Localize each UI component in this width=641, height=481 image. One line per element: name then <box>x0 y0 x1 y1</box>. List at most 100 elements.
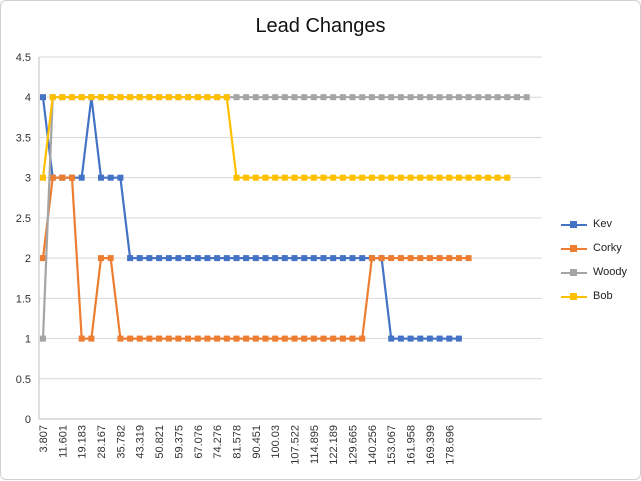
data-point-woody <box>514 94 520 101</box>
data-point-woody <box>388 94 395 101</box>
data-point-kev <box>436 335 443 342</box>
data-point-woody <box>310 94 317 101</box>
y-tick-label: 3.5 <box>16 132 31 144</box>
data-point-kev <box>136 255 143 262</box>
legend-label-bob: Bob <box>593 290 613 302</box>
data-point-bob <box>185 94 192 101</box>
x-tick-label: 50.821 <box>154 425 166 459</box>
data-point-bob <box>378 174 385 181</box>
data-point-kev <box>204 255 211 262</box>
y-tick-label: 0 <box>25 414 31 426</box>
data-point-corky <box>136 335 143 342</box>
x-tick-label: 3.807 <box>38 425 50 453</box>
x-tick-label: 114.895 <box>309 425 321 464</box>
data-point-corky <box>455 255 462 262</box>
data-point-kev <box>214 255 221 262</box>
data-point-bob <box>98 94 104 101</box>
x-tick-label: 169.399 <box>425 425 437 465</box>
data-point-corky <box>107 255 114 262</box>
x-tick-label: 107.522 <box>290 425 302 465</box>
x-tick-label: 161.958 <box>406 425 418 465</box>
data-point-bob <box>69 94 75 101</box>
data-point-corky <box>69 174 75 181</box>
data-point-bob <box>107 94 114 101</box>
data-point-bob <box>272 174 279 181</box>
data-point-kev <box>455 335 462 342</box>
data-point-kev <box>310 255 317 262</box>
data-point-corky <box>417 255 424 262</box>
data-point-woody <box>349 94 356 101</box>
data-point-woody <box>485 94 491 101</box>
data-point-kev <box>175 255 182 262</box>
x-tick-label: 28.167 <box>96 425 108 459</box>
data-point-kev <box>78 174 85 181</box>
data-point-woody <box>233 94 240 101</box>
legend-label-woody: Woody <box>593 266 628 278</box>
data-point-bob <box>310 174 317 181</box>
data-point-kev <box>40 94 46 101</box>
data-point-corky <box>204 335 211 342</box>
data-point-kev <box>272 255 279 262</box>
legend-marker-bob <box>570 293 577 300</box>
data-point-woody <box>301 94 308 101</box>
data-point-bob <box>136 94 143 101</box>
data-point-corky <box>426 255 433 262</box>
data-point-corky <box>262 335 269 342</box>
data-point-corky <box>146 335 153 342</box>
data-point-corky <box>397 255 404 262</box>
data-point-bob <box>127 94 134 101</box>
data-point-bob <box>281 174 288 181</box>
data-point-corky <box>98 255 104 262</box>
data-point-bob <box>40 174 46 181</box>
data-point-corky <box>407 255 414 262</box>
data-point-bob <box>465 174 472 181</box>
data-point-bob <box>417 174 424 181</box>
data-point-kev <box>262 255 269 262</box>
data-point-kev <box>281 255 288 262</box>
data-point-corky <box>436 255 443 262</box>
x-tick-label: 129.665 <box>348 425 360 465</box>
data-point-corky <box>40 255 46 262</box>
data-point-corky <box>368 255 375 262</box>
data-point-bob <box>165 94 172 101</box>
y-tick-label: 2 <box>25 253 31 265</box>
data-point-corky <box>185 335 192 342</box>
data-point-woody <box>359 94 366 101</box>
data-point-bob <box>494 174 501 181</box>
data-point-bob <box>156 94 163 101</box>
data-point-woody <box>281 94 288 101</box>
data-point-corky <box>359 335 366 342</box>
x-tick-label: 67.076 <box>193 425 205 459</box>
data-point-woody <box>523 94 530 101</box>
data-point-kev <box>107 174 114 181</box>
data-point-bob <box>59 94 66 101</box>
data-point-corky <box>330 335 337 342</box>
data-point-woody <box>252 94 259 101</box>
data-point-corky <box>59 174 66 181</box>
data-point-corky <box>446 255 453 262</box>
x-tick-label: 100.03 <box>270 425 282 459</box>
data-point-woody <box>368 94 375 101</box>
data-point-bob <box>436 174 443 181</box>
y-tick-label: 3 <box>25 173 31 185</box>
data-point-bob <box>204 94 211 101</box>
data-point-kev <box>359 255 366 262</box>
data-point-corky <box>233 335 240 342</box>
data-point-bob <box>475 174 482 181</box>
data-point-woody <box>339 94 346 101</box>
data-point-corky <box>175 335 182 342</box>
data-point-corky <box>243 335 250 342</box>
data-point-bob <box>194 94 201 101</box>
data-point-bob <box>349 174 356 181</box>
data-point-woody <box>397 94 404 101</box>
data-point-corky <box>320 335 327 342</box>
data-point-kev <box>233 255 240 262</box>
data-point-kev <box>301 255 308 262</box>
y-tick-label: 4 <box>25 92 31 104</box>
data-point-bob <box>146 94 153 101</box>
data-point-corky <box>127 335 134 342</box>
data-point-bob <box>117 94 124 101</box>
data-point-woody <box>426 94 433 101</box>
data-point-bob <box>291 174 298 181</box>
data-point-kev <box>407 335 414 342</box>
